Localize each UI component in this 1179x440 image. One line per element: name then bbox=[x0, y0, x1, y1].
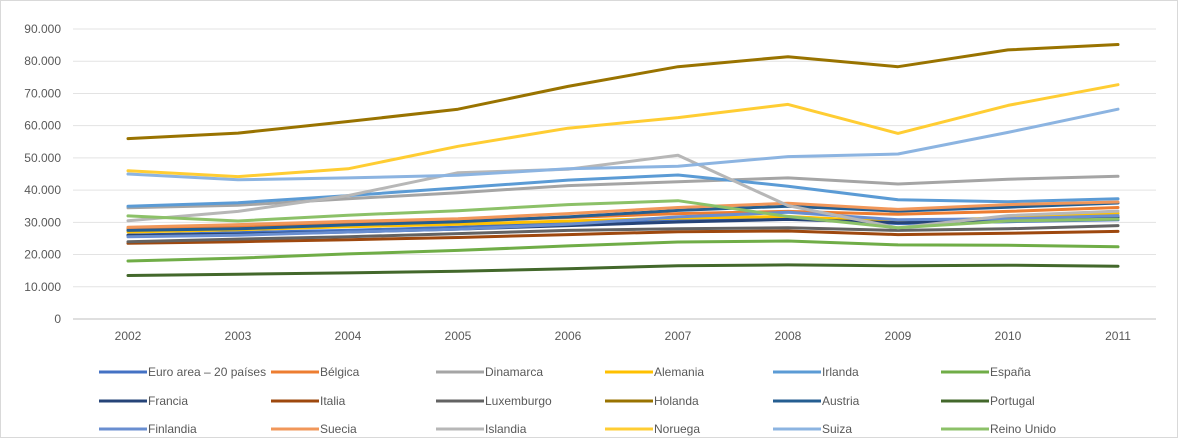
gridlines bbox=[73, 28, 1156, 320]
legend-item: Islandia bbox=[436, 422, 527, 436]
y-tick-label: 20.000 bbox=[24, 248, 61, 262]
legend-label: Bélgica bbox=[320, 365, 360, 379]
y-tick-label: 50.000 bbox=[24, 151, 61, 165]
legend-item: Dinamarca bbox=[436, 365, 543, 379]
series-line-2 bbox=[126, 206, 1120, 231]
legend-item: Finlandia bbox=[99, 422, 197, 436]
legend-item: Luxemburgo bbox=[436, 394, 552, 408]
series-line-12 bbox=[126, 263, 1120, 277]
legend-label: Noruega bbox=[654, 422, 700, 436]
legend-label: Alemania bbox=[654, 365, 704, 379]
legend-item: Francia bbox=[99, 394, 188, 408]
legend-item: España bbox=[941, 365, 1031, 379]
legend-item: Suecia bbox=[271, 422, 357, 436]
series-line-15 bbox=[126, 153, 1120, 230]
series-line-5 bbox=[126, 173, 1120, 208]
series-line-13 bbox=[126, 210, 1120, 239]
legend-label: Portugal bbox=[990, 394, 1035, 408]
y-tick-label: 40.000 bbox=[24, 183, 61, 197]
y-tick-label: 0 bbox=[54, 312, 61, 326]
legend-label: Suecia bbox=[320, 422, 357, 436]
legend-item: Suiza bbox=[773, 422, 852, 436]
legend-label: Holanda bbox=[654, 394, 699, 408]
x-tick-label: 2003 bbox=[225, 329, 252, 343]
x-tick-label: 2005 bbox=[445, 329, 472, 343]
legend-label: Luxemburgo bbox=[485, 394, 552, 408]
x-tick-label: 2006 bbox=[555, 329, 582, 343]
series-line-10 bbox=[126, 43, 1120, 141]
legend-item: Alemania bbox=[605, 365, 704, 379]
legend-label: Euro area – 20 países bbox=[148, 365, 266, 379]
series-line-17 bbox=[126, 107, 1120, 182]
legend-item: Holanda bbox=[605, 394, 699, 408]
x-tick-label: 2004 bbox=[335, 329, 362, 343]
legend-item: Bélgica bbox=[271, 365, 360, 379]
legend-label: Austria bbox=[822, 394, 860, 408]
legend-label: Italia bbox=[320, 394, 346, 408]
legend-label: Suiza bbox=[822, 422, 852, 436]
legend-item: Irlanda bbox=[773, 365, 859, 379]
series-line-18 bbox=[126, 199, 1120, 230]
series-line-16 bbox=[126, 83, 1120, 179]
x-axis-ticks: 2002 2003 2004 2005 2006 2007 2008 2009 2010 2011 bbox=[115, 329, 1132, 343]
y-tick-label: 80.000 bbox=[24, 54, 61, 68]
y-tick-label: 60.000 bbox=[24, 119, 61, 133]
legend-label: España bbox=[990, 365, 1031, 379]
legend-label: Finlandia bbox=[148, 422, 197, 436]
y-tick-label: 10.000 bbox=[24, 280, 61, 294]
x-tick-label: 2010 bbox=[995, 329, 1022, 343]
legend-item: Noruega bbox=[605, 422, 700, 436]
y-axis-ticks: 0 10.000 20.000 30.000 40.000 50.000 60.000 70.… bbox=[24, 22, 61, 326]
x-tick-label: 2008 bbox=[775, 329, 802, 343]
series-line-8 bbox=[126, 229, 1120, 245]
x-tick-label: 2007 bbox=[665, 329, 692, 343]
series-line-6 bbox=[126, 239, 1120, 263]
y-tick-label: 90.000 bbox=[24, 22, 61, 36]
series-line-11 bbox=[126, 201, 1120, 232]
legend-item: Austria bbox=[773, 394, 860, 408]
legend-label: Dinamarca bbox=[485, 365, 543, 379]
series-lines bbox=[126, 43, 1120, 277]
legend: Euro area – 20 países Bélgica Dinamarca Ale… bbox=[99, 365, 1056, 436]
y-tick-label: 30.000 bbox=[24, 215, 61, 229]
legend-label: Reino Unido bbox=[990, 422, 1056, 436]
y-tick-label: 70.000 bbox=[24, 86, 61, 100]
legend-item: Portugal bbox=[941, 394, 1035, 408]
x-tick-label: 2009 bbox=[885, 329, 912, 343]
legend-item: Italia bbox=[271, 394, 346, 408]
legend-label: Islandia bbox=[485, 422, 527, 436]
series-line-9 bbox=[126, 224, 1120, 244]
series-line-14 bbox=[126, 200, 1120, 229]
x-tick-label: 2011 bbox=[1105, 329, 1131, 343]
legend-label: Irlanda bbox=[822, 365, 859, 379]
legend-label: Francia bbox=[148, 394, 188, 408]
legend-item: Euro area – 20 países bbox=[99, 365, 266, 379]
legend-item: Reino Unido bbox=[941, 422, 1056, 436]
x-tick-label: 2002 bbox=[115, 329, 142, 343]
